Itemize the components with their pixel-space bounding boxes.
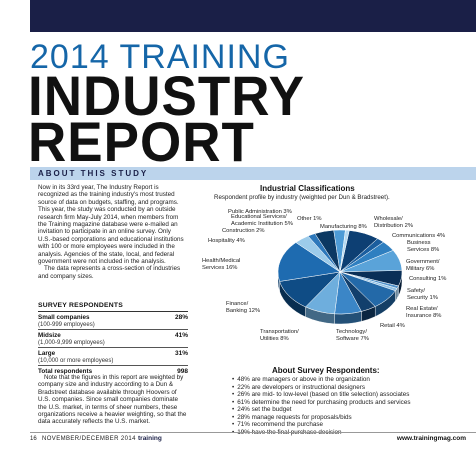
label-government-2: Military 6% — [406, 266, 434, 272]
page-number: 16 — [30, 436, 37, 442]
label-realestate-1: Real Estate/ — [406, 306, 438, 312]
issue-date: NOVEMBER/DECEMBER 2014 — [42, 436, 136, 442]
header-bar — [30, 0, 476, 32]
report-title-industry: INDUSTRY — [28, 65, 305, 128]
about-paragraph-2: The data represents a cross-section of i… — [38, 265, 181, 280]
label-education-2: Academic Institution 5% — [231, 221, 293, 227]
label-business-1: Business — [407, 240, 431, 246]
pie-slice-other — [339, 229, 350, 273]
about-text: Now in its 33rd year, The Industry Repor… — [38, 184, 186, 280]
respondents-row-midsize: Midsize (1,000-9,999 employees) 41% — [38, 330, 188, 348]
about-paragraph-1: Now in its 33rd year, The Industry Repor… — [38, 184, 184, 266]
label-health-1: Health/Medical — [202, 258, 240, 264]
label-finance-1: Finance/ — [226, 301, 249, 307]
respondents-row-large: Large (10,000 or more employees) 31% — [38, 348, 188, 366]
about-heading: ABOUT THIS STUDY — [30, 167, 476, 180]
chart-subtitle: Respondent profile by industry (weighted… — [214, 194, 390, 201]
respondents-label: Large — [38, 350, 56, 357]
magazine-brand: training — [138, 435, 162, 442]
respondents-value: 28% — [174, 314, 188, 321]
magazine-url: www.trainingmag.com — [396, 435, 466, 442]
list-item: 26% are mid- to low-level (based on titl… — [232, 391, 472, 399]
industry-pie-chart: Other 1% Manufacturing 8% Wholesale/ Dis… — [202, 209, 446, 342]
respondents-sublabel: (10,000 or more employees) — [38, 358, 114, 364]
report-title-year: 2014 TRAINING — [30, 38, 290, 76]
report-title-report: REPORT — [28, 111, 255, 174]
label-transportation-1: Transportation/ — [260, 329, 299, 335]
list-item: 28% manage requests for proposals/bids — [232, 414, 472, 422]
pie-slices — [277, 229, 403, 325]
weighting-note: Note that the figures in this report are… — [38, 374, 187, 426]
label-technology-1: Technology/ — [336, 329, 367, 335]
respondents-row-small: Small companies (100-999 employees) 28% — [38, 312, 188, 330]
list-item: 22% are developers or instructional desi… — [232, 384, 472, 392]
label-safety-2: Security 1% — [407, 295, 438, 301]
chart-title: Industrial Classifications — [260, 184, 355, 193]
label-wholesale-1: Wholesale/ — [374, 216, 403, 222]
label-other: Other 1% — [297, 216, 322, 222]
footer-divider — [30, 432, 476, 433]
label-education-1: Educational Services/ — [231, 214, 287, 220]
label-technology-2: Software 7% — [336, 336, 369, 342]
label-manufacturing: Manufacturing 8% — [320, 224, 367, 230]
respondents-heading: SURVEY RESPONDENTS — [38, 302, 123, 309]
respondents-sublabel: (1,000-9,999 employees) — [38, 340, 105, 346]
list-item: 48% are managers or above in the organiz… — [232, 376, 472, 384]
respondents-value: 31% — [174, 350, 188, 357]
label-retail: Retail 4% — [380, 323, 405, 329]
label-government-1: Government/ — [406, 259, 440, 265]
label-wholesale-2: Distribution 2% — [374, 223, 413, 229]
label-construction: Construction 2% — [222, 228, 265, 234]
label-hospitality: Hospitality 4% — [208, 238, 245, 244]
respondents-total-value: 998 — [177, 368, 188, 375]
pie-slice-health-medical-services — [277, 242, 341, 282]
label-safety-1: Safety/ — [407, 288, 425, 294]
label-finance-2: Banking 12% — [226, 308, 260, 314]
label-transportation-2: Utilities 8% — [260, 336, 289, 342]
respondents-value: 41% — [174, 332, 188, 339]
label-public-admin: Public Administration 3% — [228, 209, 292, 215]
respondents-label: Small companies — [38, 314, 90, 321]
list-item: 24% set the budget — [232, 406, 472, 414]
survey-respondents-list: 48% are managers or above in the organiz… — [232, 376, 472, 436]
label-communications: Communications 4% — [392, 233, 445, 239]
list-item: 71% recommend the purchase — [232, 421, 472, 429]
respondents-row-total: Total respondents 998 — [38, 366, 188, 379]
respondents-sublabel: (100-999 employees) — [38, 322, 95, 328]
respondents-table: Small companies (100-999 employees) 28% … — [38, 311, 188, 379]
list-item: 61% determine the need for purchasing pr… — [232, 399, 472, 407]
respondents-label: Midsize — [38, 332, 61, 339]
label-business-2: Services 8% — [407, 247, 439, 253]
respondents-total-label: Total respondents — [38, 368, 93, 375]
label-consulting: Consulting 1% — [409, 276, 446, 282]
survey-respondents-title: About Survey Respondents: — [272, 366, 380, 375]
label-realestate-2: Insurance 8% — [406, 313, 441, 319]
label-health-2: Services 16% — [202, 265, 237, 271]
